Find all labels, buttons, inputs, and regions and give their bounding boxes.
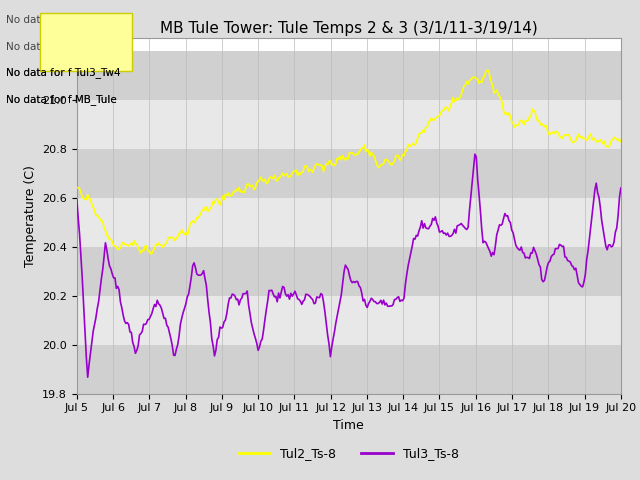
Bar [77,51,621,100]
Title: MB Tule Tower: Tule Temps 2 & 3 (3/1/11-3/19/14): MB Tule Tower: Tule Temps 2 & 3 (3/1/11-… [160,21,538,36]
Text: No data for f Tul3_Tw4: No data for f Tul3_Tw4 [6,67,121,78]
X-axis label: Time: Time [333,419,364,432]
Bar [77,296,621,345]
Text: No data for f Tul2_Ts2: No data for f Tul2_Ts2 [6,41,118,52]
Bar [77,247,621,296]
Text: No data for f Tul2_Tw4: No data for f Tul2_Tw4 [6,14,121,25]
Bar [77,100,621,149]
Text: No data for f MB_Tule: No data for f MB_Tule [6,94,117,105]
Bar [77,345,621,394]
Bar [77,198,621,247]
Text: No data for f Tul3_Tw4: No data for f Tul3_Tw4 [6,67,121,78]
Bar [77,149,621,198]
Legend: Tul2_Ts-8, Tul3_Ts-8: Tul2_Ts-8, Tul3_Ts-8 [234,443,463,466]
Y-axis label: Temperature (C): Temperature (C) [24,165,36,267]
Text: No data for f MB_Tule: No data for f MB_Tule [6,94,117,105]
